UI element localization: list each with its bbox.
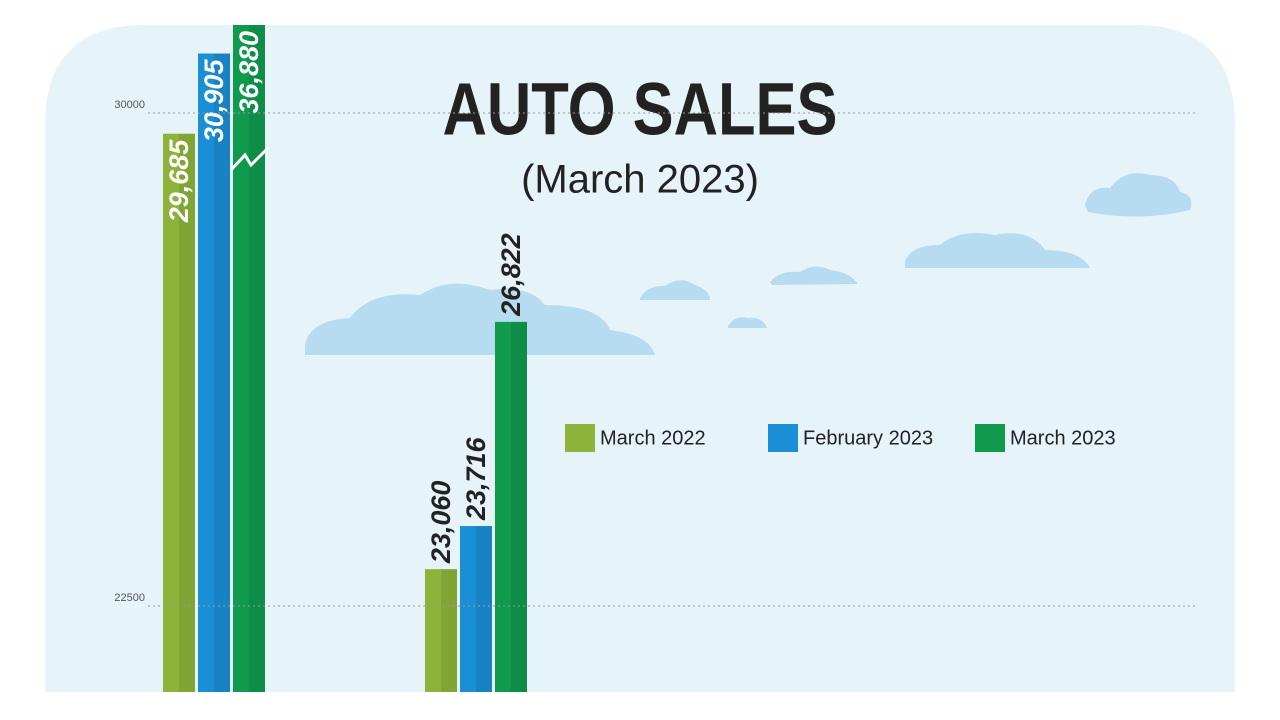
legend-label: March 2023 xyxy=(1010,427,1116,449)
value-label: 30,905 xyxy=(199,59,229,143)
bar-shade xyxy=(441,569,457,692)
chart-title: AUTO SALES xyxy=(443,68,838,151)
value-label: 26,822 xyxy=(496,233,526,317)
legend-swatch xyxy=(975,424,1005,452)
bar-shade xyxy=(214,53,230,692)
legend-label: February 2023 xyxy=(803,427,933,449)
value-label: 29,685 xyxy=(164,139,194,224)
bar-shade xyxy=(476,526,492,692)
bar xyxy=(495,321,527,692)
bar xyxy=(233,25,265,692)
bar xyxy=(425,569,457,692)
bar xyxy=(198,53,230,692)
bar-shade xyxy=(249,25,265,692)
clouds xyxy=(305,173,1192,355)
panel xyxy=(45,25,1235,692)
legend-swatch xyxy=(768,424,798,452)
chart-subtitle: (March 2023) xyxy=(521,158,759,202)
value-label: 23,716 xyxy=(461,436,491,521)
bar xyxy=(163,133,195,692)
y-tick-label: 22500 xyxy=(114,592,145,604)
bar-shade xyxy=(511,321,527,692)
y-tick-label: 30000 xyxy=(114,99,145,111)
value-label: 36,880 xyxy=(234,31,264,114)
bar xyxy=(460,526,492,692)
bar-shade xyxy=(179,133,195,692)
legend-swatch xyxy=(565,424,595,452)
bottom-band xyxy=(0,692,1280,720)
value-label: 23,060 xyxy=(426,481,456,565)
legend-label: March 2022 xyxy=(600,427,706,449)
axis-break xyxy=(229,145,271,172)
